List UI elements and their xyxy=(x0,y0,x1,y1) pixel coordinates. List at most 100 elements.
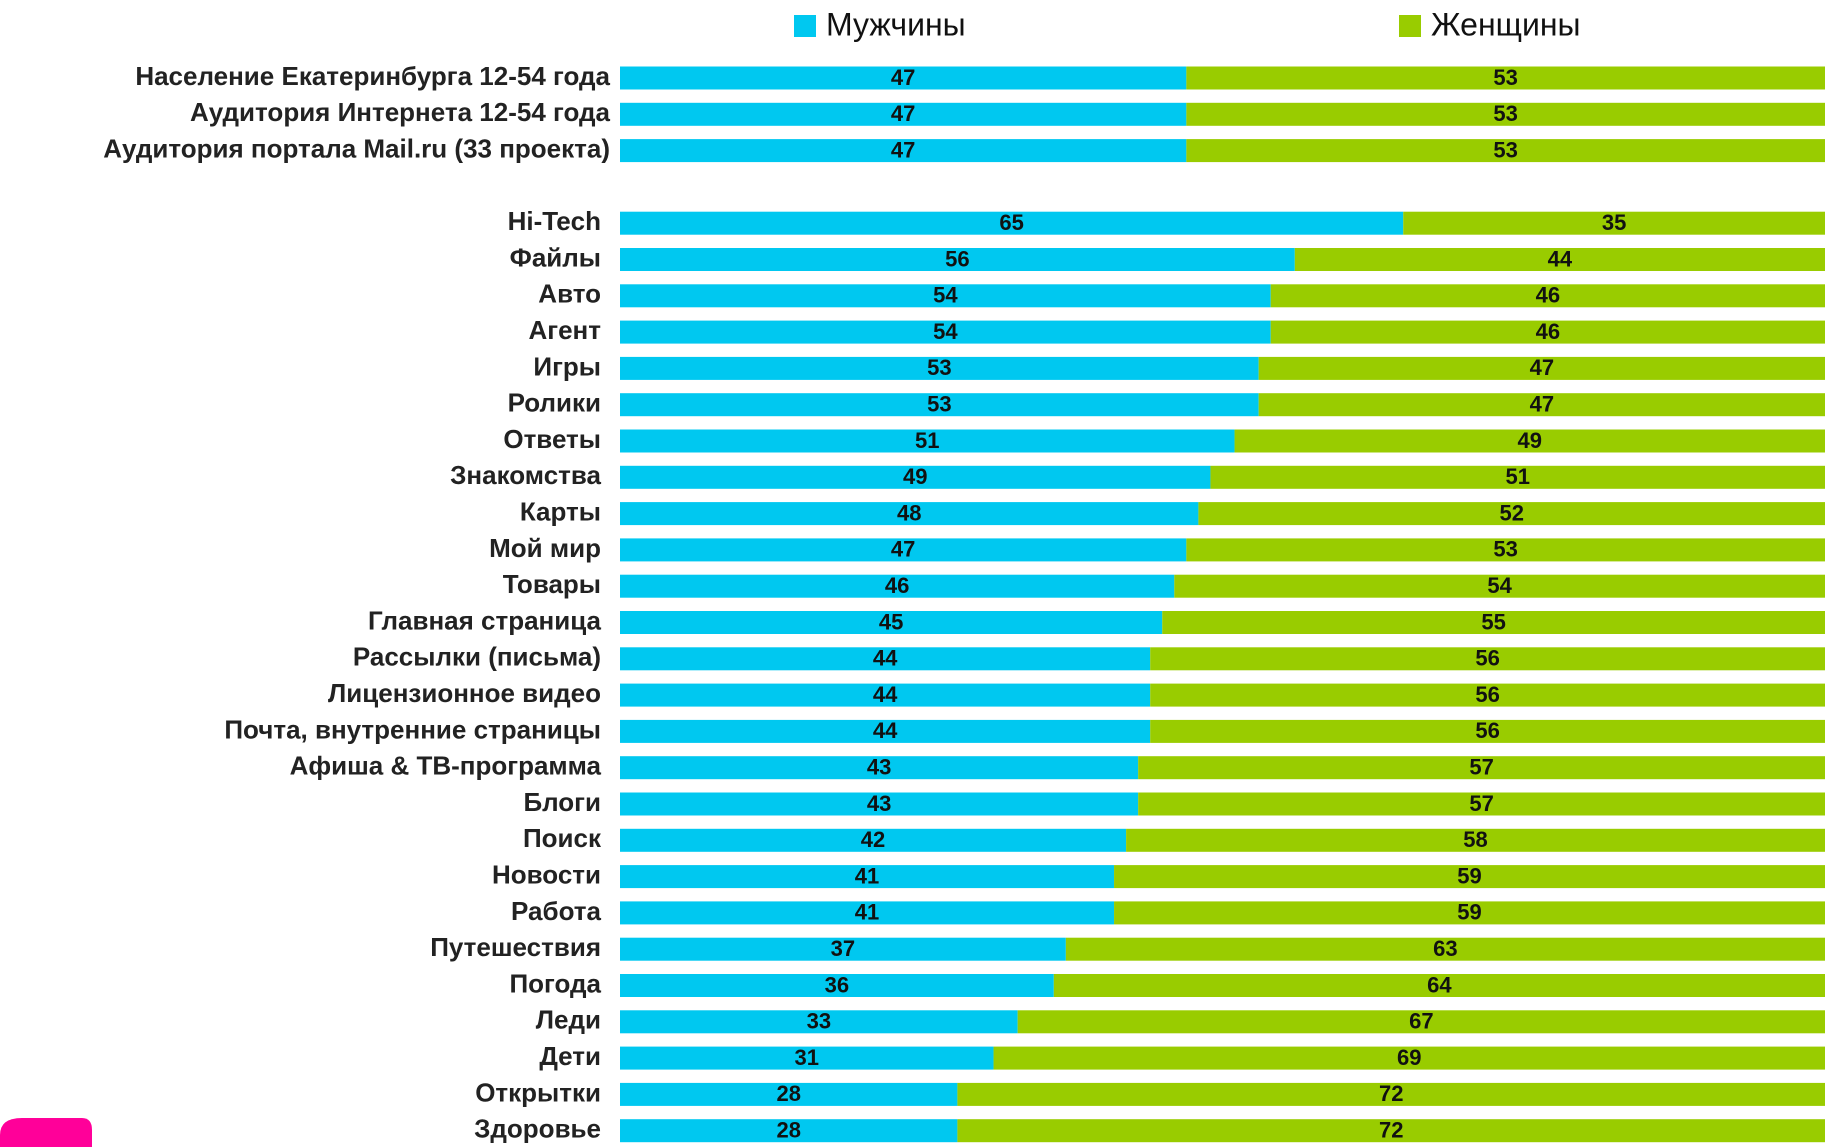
value-label: 59 xyxy=(1457,863,1481,888)
bar-segment xyxy=(1065,937,1825,961)
value-label: 47 xyxy=(1530,392,1554,417)
value-label: 56 xyxy=(1475,682,1499,707)
value-label: 53 xyxy=(1493,65,1517,90)
bar-segment xyxy=(620,248,1295,271)
bar-segment xyxy=(620,429,1235,453)
value-label: 57 xyxy=(1469,791,1493,816)
value-label: 44 xyxy=(873,682,898,707)
bar-segment xyxy=(1403,211,1825,235)
category-label: Поиск xyxy=(523,823,602,853)
bar-segment xyxy=(1017,1010,1825,1034)
value-label: 46 xyxy=(1536,319,1560,344)
bar-segment xyxy=(1258,356,1825,380)
bar-segment xyxy=(620,974,1054,997)
value-label: 36 xyxy=(825,972,849,997)
value-label: 44 xyxy=(1548,246,1573,271)
value-label: 56 xyxy=(945,246,969,271)
bar-segment xyxy=(993,1046,1825,1070)
value-label: 41 xyxy=(855,900,879,925)
value-label: 54 xyxy=(933,319,958,344)
value-label: 47 xyxy=(891,65,915,90)
bar-segment xyxy=(1138,792,1825,816)
value-label: 53 xyxy=(927,355,951,380)
bar-segment xyxy=(620,465,1211,489)
legend-label: Женщины xyxy=(1431,6,1581,42)
category-label: Погода xyxy=(509,968,601,998)
bar-segment xyxy=(1270,320,1825,344)
value-label: 45 xyxy=(879,609,903,634)
category-label: Леди xyxy=(536,1005,601,1035)
bar-segment xyxy=(1114,901,1825,925)
category-label: Ответы xyxy=(503,424,601,454)
bar-segment xyxy=(620,719,1151,743)
category-label: Открытки xyxy=(475,1077,601,1107)
category-label: Ролики xyxy=(508,388,601,418)
bar-segment xyxy=(620,1046,994,1070)
category-label: Hi-Tech xyxy=(508,206,601,236)
value-label: 53 xyxy=(1493,101,1517,126)
bar-segment xyxy=(620,284,1271,308)
bar-segment xyxy=(1150,719,1825,743)
value-label: 63 xyxy=(1433,936,1457,961)
bar-segment xyxy=(1294,248,1825,271)
bar-segment xyxy=(1162,611,1825,634)
bar-segment xyxy=(1186,66,1825,90)
category-label: Карты xyxy=(520,496,601,526)
value-label: 46 xyxy=(1536,283,1560,308)
value-label: 54 xyxy=(1487,573,1512,598)
bar-segment xyxy=(620,393,1259,417)
bar-segment xyxy=(1174,574,1825,598)
bar-segment xyxy=(1186,139,1825,163)
value-label: 55 xyxy=(1481,609,1505,634)
value-label: 64 xyxy=(1427,972,1452,997)
category-label: Рассылки (письма) xyxy=(353,642,601,672)
category-label: Агент xyxy=(528,315,601,345)
bar-segment xyxy=(620,683,1151,707)
bar-segment xyxy=(620,865,1115,889)
value-label: 72 xyxy=(1379,1118,1403,1143)
category-label: Здоровье xyxy=(474,1114,601,1144)
bar-segment xyxy=(957,1119,1825,1143)
bar-segment xyxy=(620,139,1187,163)
value-label: 69 xyxy=(1397,1045,1421,1070)
value-label: 51 xyxy=(1505,464,1529,489)
bar-segment xyxy=(620,937,1066,961)
category-label: Население Екатеринбурга 12-54 года xyxy=(135,61,610,91)
value-label: 57 xyxy=(1469,755,1493,780)
bar-segment xyxy=(1234,429,1825,453)
value-label: 56 xyxy=(1475,718,1499,743)
bar-segment xyxy=(620,611,1163,634)
category-label: Путешествия xyxy=(430,932,601,962)
value-label: 54 xyxy=(933,283,958,308)
value-label: 46 xyxy=(885,573,909,598)
value-label: 52 xyxy=(1499,500,1523,525)
category-label: Блоги xyxy=(523,787,601,817)
bar-segment xyxy=(1126,828,1825,852)
category-label: Игры xyxy=(533,351,601,381)
bar-segment xyxy=(620,502,1199,526)
bar-segment xyxy=(620,1010,1018,1034)
bar-segment xyxy=(1210,465,1825,489)
value-label: 43 xyxy=(867,755,891,780)
value-label: 65 xyxy=(999,210,1023,235)
value-label: 28 xyxy=(776,1081,800,1106)
legend-swatch xyxy=(794,15,816,37)
value-label: 47 xyxy=(891,537,915,562)
value-label: 53 xyxy=(1493,137,1517,162)
value-label: 44 xyxy=(873,646,898,671)
bar-segment xyxy=(620,1119,958,1143)
value-label: 35 xyxy=(1602,210,1626,235)
category-label: Главная страница xyxy=(368,605,601,635)
bar-segment xyxy=(620,792,1139,816)
category-label: Мой мир xyxy=(489,533,601,563)
category-label: Афиша & ТВ-программа xyxy=(290,751,602,781)
category-label: Лицензионное видео xyxy=(328,678,601,708)
category-label: Знакомства xyxy=(450,460,601,490)
value-label: 59 xyxy=(1457,900,1481,925)
value-label: 28 xyxy=(776,1118,800,1143)
value-label: 67 xyxy=(1409,1009,1433,1034)
bar-segment xyxy=(620,211,1404,235)
bar-segment xyxy=(1150,683,1825,707)
